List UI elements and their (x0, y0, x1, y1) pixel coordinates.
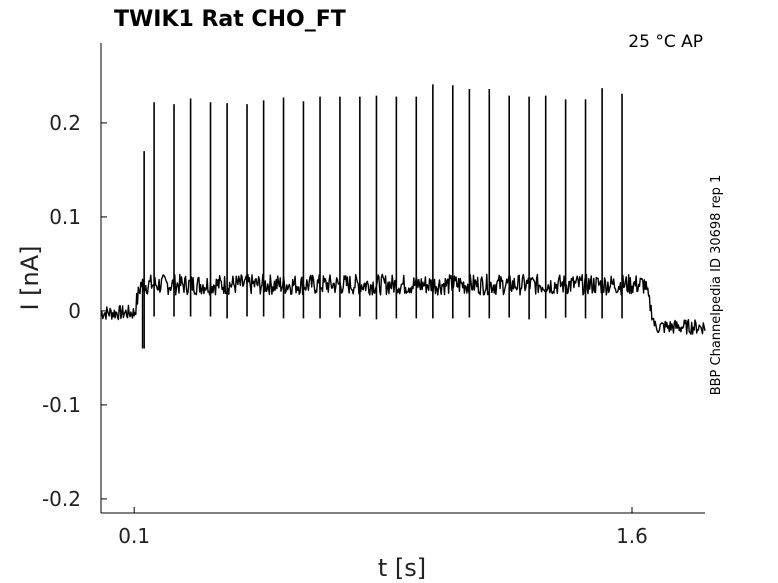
x-axis-ticks: 0.1 1.6 (118, 507, 648, 548)
y-tick-label: -0.2 (42, 487, 81, 511)
x-axis-title: t [s] (378, 554, 426, 582)
y-axis-ticks: 0.2 0.1 0 -0.1 -0.2 (42, 111, 107, 511)
channelpedia-id-note: BBP Channelpedia ID 30698 rep 1 (709, 175, 724, 396)
y-tick-label: 0.1 (49, 205, 81, 229)
temperature-protocol-annotation: 25 °C AP (628, 32, 703, 52)
chart-title: TWIK1 Rat CHO_FT (114, 7, 346, 32)
current-trace-line (100, 273, 706, 349)
y-axis-title: I [nA] (16, 245, 44, 310)
x-tick-label: 0.1 (118, 524, 150, 548)
y-tick-label: 0 (68, 299, 81, 323)
y-tick-label: -0.1 (42, 393, 81, 417)
x-tick-label: 1.6 (616, 524, 648, 548)
spike-marks (143, 84, 623, 349)
y-tick-label: 0.2 (49, 111, 81, 135)
